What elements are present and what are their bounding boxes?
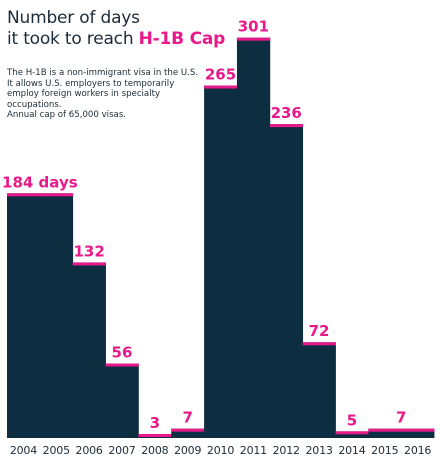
bar-2009 <box>171 428 205 438</box>
bar-2012 <box>269 124 304 439</box>
bar-cap-2015 <box>368 428 402 432</box>
bar-cap-2011 <box>236 37 271 41</box>
title-accent: H-1B Cap <box>138 29 226 49</box>
bar-2011 <box>236 37 271 439</box>
value-label: 265 <box>205 66 236 84</box>
bar-2006 <box>72 262 106 438</box>
bar-cap-2016 <box>401 428 435 432</box>
x-tick-label: 2015 <box>371 444 398 457</box>
x-tick-label: 2007 <box>108 444 135 457</box>
bar-cap-2008 <box>138 434 172 438</box>
description-line: employ foreign workers in specialty occu… <box>7 89 161 110</box>
bar-cap-2010 <box>204 85 238 89</box>
chart-title: Number of days it took to reach H-1B Cap <box>7 8 225 50</box>
bar-cap-2007 <box>105 363 139 367</box>
x-tick-label: 2009 <box>174 444 201 457</box>
value-label: 56 <box>112 344 133 362</box>
bar-2016 <box>401 428 435 438</box>
bar-2015 <box>368 428 402 438</box>
value-label: 184 days <box>2 173 78 191</box>
x-tick-label: 2013 <box>305 444 332 457</box>
x-tick-label: 2016 <box>404 444 431 457</box>
x-tick-label: 2006 <box>76 444 103 457</box>
bar-cap-2012 <box>269 124 304 128</box>
value-label: 132 <box>73 242 104 260</box>
title-line-2: it took to reach H-1B Cap <box>7 29 225 50</box>
x-tick-label: 2008 <box>141 444 168 457</box>
bars-group <box>7 37 435 439</box>
chart-description: The H-1B is a non-immigrant visa in the … <box>7 68 212 121</box>
value-label: 3 <box>150 414 160 432</box>
bar-2007 <box>105 363 139 438</box>
x-tick-label: 2012 <box>273 444 300 457</box>
x-axis-ticks: 2004 2005 2006 2007 2008 2009 2010 2011 2012 2013… <box>10 444 432 457</box>
value-label: 72 <box>309 322 330 340</box>
bar-cap-2004 <box>7 193 41 197</box>
value-label: 301 <box>238 18 269 36</box>
bar-cap-2005 <box>39 193 74 197</box>
value-label: 236 <box>271 104 302 122</box>
value-labels-group: 184 days 132 56 3 7 265 301 236 72 5 7 <box>2 18 406 432</box>
description-line: It allows U.S. employers to temporarily <box>7 78 175 89</box>
title-line-1: Number of days <box>7 8 140 28</box>
bar-2013 <box>302 342 336 438</box>
bar-2010 <box>204 85 238 439</box>
description-line: The H-1B is a non-immigrant visa in the … <box>7 68 199 78</box>
x-tick-label: 2014 <box>338 444 365 457</box>
title-prefix: it took to reach <box>7 29 139 49</box>
bar-cap-2014 <box>335 431 369 435</box>
x-tick-label: 2004 <box>10 444 37 457</box>
bar-2014 <box>335 431 369 438</box>
value-label: 5 <box>347 411 357 429</box>
bar-2004 <box>7 193 41 438</box>
bar-cap-2009 <box>171 428 205 432</box>
bar-2005 <box>39 193 74 438</box>
x-tick-label: 2005 <box>43 444 70 457</box>
bar-cap-2006 <box>72 262 106 266</box>
value-label: 7 <box>396 409 406 427</box>
x-tick-label: 2011 <box>240 444 267 457</box>
description-line: Annual cap of 65,000 visas. <box>7 110 127 121</box>
x-tick-label: 2010 <box>207 444 234 457</box>
value-label: 7 <box>182 409 192 427</box>
bar-cap-2013 <box>302 342 336 346</box>
